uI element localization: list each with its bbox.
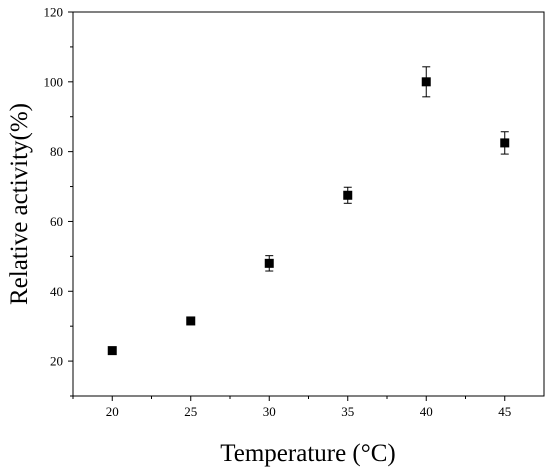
data-point [500,138,510,148]
x-axis-title: Temperature (°C) [220,440,396,467]
error-bars [265,66,509,272]
x-tick-label: 45 [498,404,511,419]
data-point [264,258,274,268]
x-axis-ticks: 20 25 30 35 40 45 [72,396,511,419]
data-point [107,346,117,356]
data-point [421,77,431,87]
x-tick-label: 40 [420,404,433,419]
data-point [343,190,353,200]
data-markers [107,77,510,356]
y-tick-label: 80 [50,144,63,159]
y-axis-title: Relative activity(%) [6,103,33,305]
x-tick-label: 35 [341,404,354,419]
y-tick-label: 40 [50,284,63,299]
y-tick-label: 100 [44,74,64,89]
y-tick-label: 20 [50,354,63,369]
plot-frame [72,11,545,397]
y-axis-ticks: 20 40 60 80 100 120 [44,5,73,397]
y-tick-label: 60 [50,214,63,229]
x-tick-label: 25 [184,404,197,419]
x-tick-label: 30 [263,404,276,419]
y-tick-label: 120 [44,5,64,20]
x-tick-label: 20 [106,404,119,419]
data-point [186,316,196,326]
